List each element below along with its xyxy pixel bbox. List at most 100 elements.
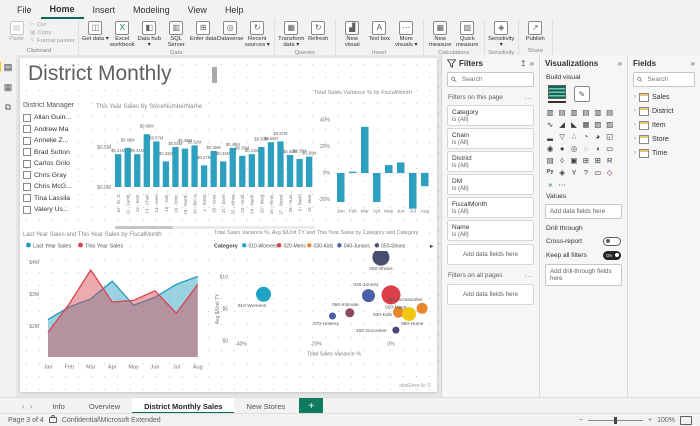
dataverse-button[interactable]: ◎ Dataverse [217,20,244,42]
filters-search[interactable] [447,72,534,87]
drill-through-field-well[interactable]: Add drill-through fields here [545,263,622,286]
checkbox-icon[interactable] [23,159,31,168]
slicer-item[interactable]: Chris McG... [23,181,97,193]
page-tab-new-stores[interactable]: New Stores [246,401,286,411]
kpi-icon[interactable]: ◊ [560,155,564,165]
transform-data-button[interactable]: ▦ Transform data ▾ [278,20,305,49]
scatter-chart-icon[interactable]: ∴ [571,131,577,141]
pin-pane-icon[interactable]: ↥ [519,59,527,68]
python-visual-icon[interactable]: Py [546,169,554,176]
r-script-visual-icon[interactable]: R [606,155,613,165]
data-hub-button[interactable]: ◧ Data hub ▾ [136,20,163,49]
filled-map-icon[interactable]: ● [559,143,565,153]
fit-to-page-icon[interactable] [680,415,692,425]
line-and-clustered-column-chart-icon[interactable]: ▧ [594,119,602,129]
100-stacked-bar-chart-icon[interactable]: ▥ [594,107,602,117]
multi-row-card-icon[interactable]: ▤ [546,155,554,165]
sql-server-button[interactable]: ▥ SQL Server [163,20,190,49]
slicer-item[interactable]: Annelie Z... [23,135,97,147]
selection-handle[interactable] [212,67,217,83]
model-view-icon[interactable]: ⧉ [4,101,12,112]
field-table-item[interactable]: › Item [628,118,700,132]
checkbox-icon[interactable] [23,125,31,134]
variance-scatter-chart[interactable]: Total Sales Variance %, Avg $/Unit TY an… [214,228,436,390]
add-data-fields-box[interactable]: Add data fields here [447,244,534,265]
fields-search[interactable] [633,72,695,87]
menu-item-file[interactable]: File [17,4,32,15]
new-page-button[interactable]: + [299,398,324,414]
slicer-item[interactable]: Tina Lassila [23,193,97,205]
report-view-icon[interactable]: ▤ [0,61,13,72]
quick-measure-button[interactable]: ▨ Quick measure [454,20,481,49]
line-chart-icon[interactable]: ∿ [547,119,554,129]
filters-search-input[interactable] [459,75,530,84]
new-measure-button[interactable]: ▦ New measure [427,20,454,49]
treemap-icon[interactable]: ◱ [606,131,614,141]
donut-chart-icon[interactable]: ◕ [595,131,601,141]
sales-area-chart[interactable]: Last Year Sales and This Year Sales by F… [22,228,232,388]
filter-card-fiscalmonth[interactable]: FiscalMonth is (All) [447,197,534,218]
stacked-area-chart-icon[interactable]: ◣ [571,119,577,129]
fields-search-input[interactable] [645,75,691,84]
data-view-icon[interactable]: ▦ [3,81,13,92]
zoom-in-icon[interactable]: + [648,416,653,424]
waterfall-chart-icon[interactable]: ▂ [547,131,554,141]
zoom-slider[interactable] [588,416,643,425]
enter-data-button[interactable]: ⊞ Enter data [190,20,217,42]
ribbon-chart-icon[interactable]: ▨ [606,119,614,129]
menu-item-insert[interactable]: Insert [92,4,116,15]
checkbox-icon[interactable] [23,205,31,214]
stacked-column-chart-icon[interactable]: ▤ [558,107,566,117]
new-visual-button[interactable]: ▟ New visual [339,20,366,49]
more-visuals-button[interactable]: ⋯ More visuals ▾ [393,20,420,49]
card-icon[interactable]: ▭ [606,143,614,153]
publish-button[interactable]: ↗ Publish [522,20,549,42]
funnel-chart-icon[interactable]: ▽ [559,131,565,141]
collapse-fields-icon[interactable]: » [690,59,695,68]
filter-card-dm[interactable]: DM is (All) [447,174,534,195]
checkbox-icon[interactable] [23,182,31,191]
page-tab-info[interactable]: Info [52,401,65,411]
slicer-item[interactable]: Valery Us... [23,204,97,216]
format-visual-tab-icon[interactable]: ✎ [574,86,590,102]
expand-chevron-icon[interactable]: › [634,136,636,142]
paginated-report-icon[interactable]: ▭ [594,167,602,177]
values-field-well[interactable]: Add data fields here [545,203,622,219]
recent-sources-button[interactable]: ↻ Recent sources ▾ [244,20,271,49]
keep-all-filters-toggle[interactable]: On [603,250,621,260]
build-visual-tab-icon[interactable] [548,85,566,103]
slicer-item[interactable]: Allan Guin... [23,112,97,124]
filter-card-name[interactable]: Name is (All) [447,220,534,241]
stacked-bar-chart-icon[interactable]: ▥ [546,107,554,117]
filter-card-category[interactable]: Category is (All) [447,105,534,126]
slicer-icon[interactable]: ▣ [570,155,578,165]
gauge-icon[interactable]: ◖ [595,143,601,153]
slicer-item[interactable]: Andrew Ma [23,124,97,136]
expand-chevron-icon[interactable]: › [634,150,636,156]
field-table-sales[interactable]: › Sales [628,90,700,104]
area-chart-icon[interactable]: ◢ [559,119,565,129]
expand-chevron-icon[interactable]: › [634,108,636,114]
checkbox-icon[interactable] [23,113,31,122]
filter-card-chain[interactable]: Chain is (All) [447,128,534,149]
sensitivity-button[interactable]: ◈ Sensitivity ▾ [488,20,515,49]
power-automate-icon[interactable]: » [548,179,553,189]
key-influencers-icon[interactable]: ◈ [559,167,565,177]
checkbox-icon[interactable] [23,194,31,203]
100-stacked-column-chart-icon[interactable]: ▤ [606,107,614,117]
zoom-out-icon[interactable]: − [578,416,583,424]
slicer-item[interactable]: Chris Gray [23,170,97,182]
power-apps-icon[interactable]: ◇ [606,167,613,177]
page-tab-district-monthly-sales[interactable]: District Monthly Sales [132,398,235,414]
checkbox-icon[interactable] [23,171,31,180]
clustered-bar-chart-icon[interactable]: ▥ [570,107,578,117]
next-page-arrow-icon[interactable]: › [29,401,33,411]
slicer-item[interactable]: Carlos Grilo [23,158,97,170]
collapse-visualizations-icon[interactable]: » [617,59,622,68]
checkbox-icon[interactable] [23,148,31,157]
slicer-item[interactable]: Brad Sutton [23,147,97,159]
prev-page-arrow-icon[interactable]: ‹ [22,401,25,411]
store-sales-bar-chart[interactable]: This Year Sales by StoreNumberName $0.5M $… [94,100,318,232]
add-data-fields-box[interactable]: Add data fields here [447,284,534,305]
collapse-filters-icon[interactable]: » [529,59,534,68]
